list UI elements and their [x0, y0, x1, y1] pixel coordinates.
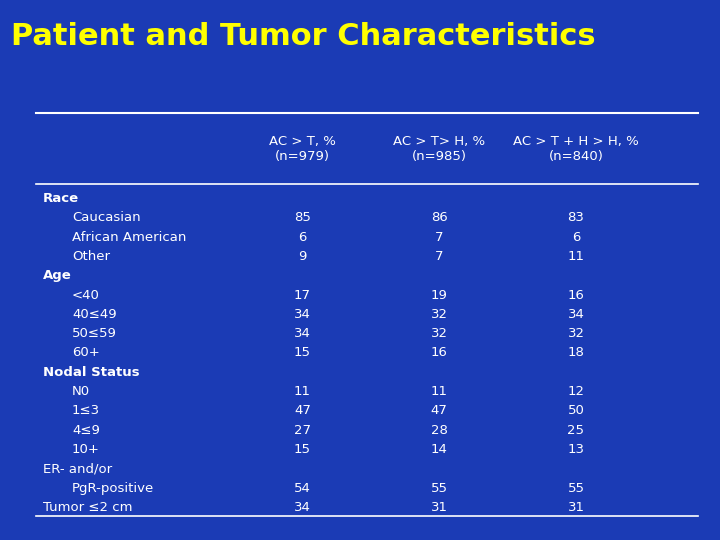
Text: 34: 34 — [294, 327, 311, 340]
Text: Patient and Tumor Characteristics: Patient and Tumor Characteristics — [11, 22, 595, 51]
Text: 4≤9: 4≤9 — [72, 424, 100, 437]
Text: African American: African American — [72, 231, 186, 244]
Text: Race: Race — [43, 192, 79, 205]
Text: Age: Age — [43, 269, 72, 282]
Text: 14: 14 — [431, 443, 448, 456]
Text: AC > T> H, %
(n=985): AC > T> H, % (n=985) — [393, 134, 485, 163]
Text: 55: 55 — [431, 482, 448, 495]
Text: AC > T + H > H, %
(n=840): AC > T + H > H, % (n=840) — [513, 134, 639, 163]
Text: 10+: 10+ — [72, 443, 100, 456]
Text: 31: 31 — [431, 501, 448, 514]
Text: 60+: 60+ — [72, 347, 100, 360]
Text: Caucasian: Caucasian — [72, 211, 140, 224]
Text: 47: 47 — [431, 404, 448, 417]
Text: 9: 9 — [298, 250, 307, 263]
Text: 6: 6 — [572, 231, 580, 244]
Text: 40≤49: 40≤49 — [72, 308, 117, 321]
Text: 34: 34 — [294, 308, 311, 321]
Text: 54: 54 — [294, 482, 311, 495]
Text: 55: 55 — [567, 482, 585, 495]
Text: 25: 25 — [567, 424, 585, 437]
Text: 13: 13 — [567, 443, 585, 456]
Text: 50≤59: 50≤59 — [72, 327, 117, 340]
Text: 31: 31 — [567, 501, 585, 514]
Text: 50: 50 — [567, 404, 585, 417]
Text: 19: 19 — [431, 288, 448, 301]
Text: 34: 34 — [294, 501, 311, 514]
Text: 15: 15 — [294, 443, 311, 456]
Text: Tumor ≤2 cm: Tumor ≤2 cm — [43, 501, 132, 514]
Text: AC > T, %
(n=979): AC > T, % (n=979) — [269, 134, 336, 163]
Text: 16: 16 — [431, 347, 448, 360]
Text: 11: 11 — [294, 385, 311, 398]
Text: 15: 15 — [294, 347, 311, 360]
Text: 32: 32 — [567, 327, 585, 340]
Text: 16: 16 — [567, 288, 585, 301]
Text: 18: 18 — [567, 347, 585, 360]
Text: 17: 17 — [294, 288, 311, 301]
Text: 83: 83 — [567, 211, 585, 224]
Text: 6: 6 — [298, 231, 307, 244]
Text: 47: 47 — [294, 404, 311, 417]
Text: 34: 34 — [567, 308, 585, 321]
Text: 27: 27 — [294, 424, 311, 437]
Text: 86: 86 — [431, 211, 448, 224]
Text: 12: 12 — [567, 385, 585, 398]
Text: ER- and/or: ER- and/or — [43, 462, 112, 475]
Text: 85: 85 — [294, 211, 311, 224]
Text: 11: 11 — [431, 385, 448, 398]
Text: 32: 32 — [431, 308, 448, 321]
Text: 1≤3: 1≤3 — [72, 404, 100, 417]
Text: 11: 11 — [567, 250, 585, 263]
Text: <40: <40 — [72, 288, 100, 301]
Text: 7: 7 — [435, 250, 444, 263]
Text: 32: 32 — [431, 327, 448, 340]
Text: 28: 28 — [431, 424, 448, 437]
Text: PgR-positive: PgR-positive — [72, 482, 154, 495]
Text: Other: Other — [72, 250, 110, 263]
Text: N0: N0 — [72, 385, 90, 398]
Text: Nodal Status: Nodal Status — [43, 366, 140, 379]
Text: 7: 7 — [435, 231, 444, 244]
